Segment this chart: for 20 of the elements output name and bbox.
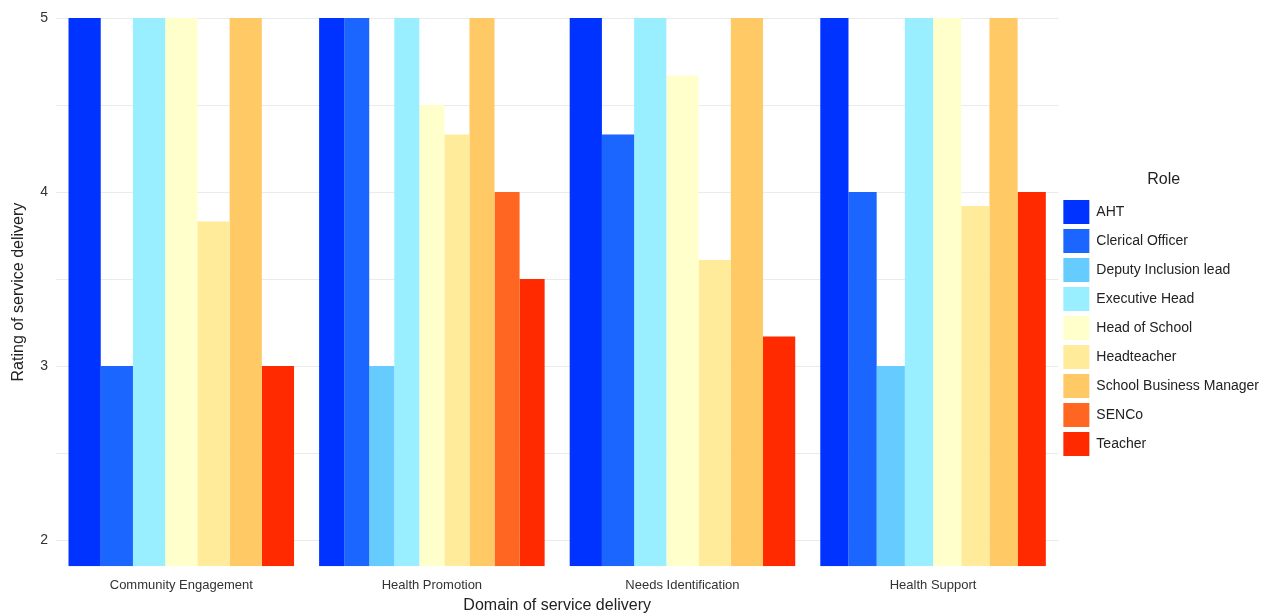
- legend-label: School Business Manager: [1096, 376, 1260, 393]
- legend-label: AHT: [1096, 202, 1125, 219]
- legend-label: Executive Head: [1096, 289, 1195, 306]
- y-tick-label: 5: [40, 8, 49, 25]
- x-tick-label: Needs Identification: [625, 576, 740, 592]
- y-tick-label: 3: [40, 356, 49, 373]
- legend-title: Role: [1147, 170, 1181, 188]
- legend-label: Deputy Inclusion lead: [1096, 260, 1231, 277]
- y-axis-title: Rating of service delivery: [9, 202, 27, 382]
- x-tick-label: Health Support: [889, 576, 977, 592]
- legend-label: Head of School: [1096, 318, 1193, 335]
- legend-label: Headteacher: [1096, 347, 1177, 364]
- y-tick-label: 4: [40, 182, 49, 199]
- x-axis-title: Domain of service delivery: [463, 595, 651, 613]
- legend-label: SENCo: [1096, 405, 1144, 422]
- x-tick-label: Health Promotion: [381, 576, 483, 592]
- legend-label: Clerical Officer: [1096, 231, 1189, 248]
- legend-label: Teacher: [1096, 434, 1147, 451]
- x-tick-label: Community Engagement: [109, 576, 254, 592]
- y-tick-label: 2: [40, 530, 49, 547]
